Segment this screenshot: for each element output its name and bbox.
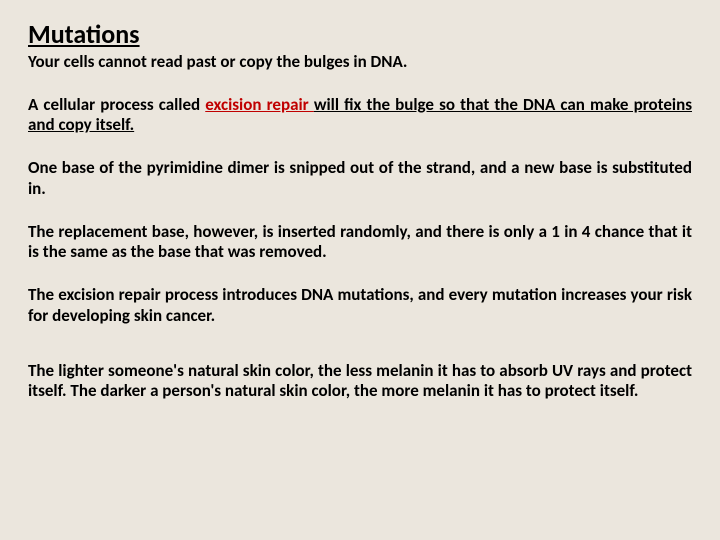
page-title: Mutations bbox=[28, 18, 692, 50]
p2-key-term: excision repair bbox=[205, 94, 314, 115]
paragraph-4: The replacement base, however, is insert… bbox=[28, 222, 692, 263]
paragraph-6: The lighter someone's natural skin color… bbox=[28, 361, 692, 402]
paragraph-5: The excision repair process introduces D… bbox=[28, 285, 692, 326]
paragraph-1: Your cells cannot read past or copy the … bbox=[28, 52, 692, 73]
paragraph-2: A cellular process called excision repai… bbox=[28, 95, 692, 136]
paragraph-3: One base of the pyrimidine dimer is snip… bbox=[28, 158, 692, 199]
p2-pre: A cellular process called bbox=[28, 94, 205, 115]
